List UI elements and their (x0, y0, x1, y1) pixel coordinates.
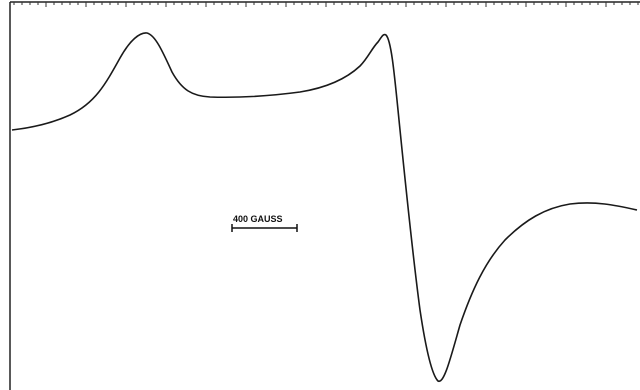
spectrum-curve (11, 32, 638, 382)
frame-ticks (13, 2, 639, 7)
scale-bar-label: 400 GAUSS (233, 214, 283, 224)
